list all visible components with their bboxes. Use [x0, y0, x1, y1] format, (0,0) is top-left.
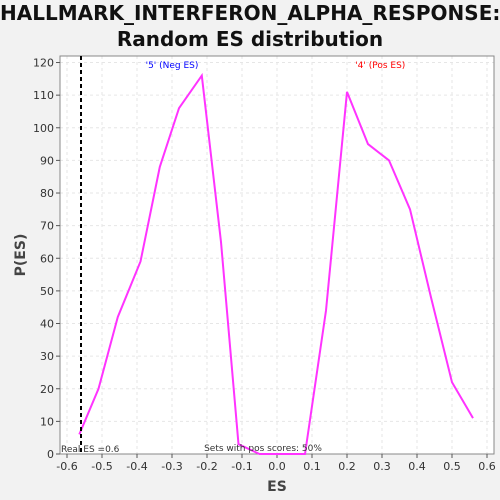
y-tick-label: 70	[40, 220, 54, 233]
x-tick-label: 0.4	[408, 460, 426, 473]
pos-scores-label: Sets with pos scores: 50%	[204, 444, 322, 454]
pos-es-label: '4' (Pos ES)	[355, 61, 405, 71]
x-tick-label: 0.1	[303, 460, 321, 473]
y-axis-title: P(ES)	[13, 234, 29, 277]
chart-title-line2: Random ES distribution	[116, 27, 384, 51]
chart-title: HALLMARK_INTERFERON_ALPHA_RESPONSE: Rand…	[0, 0, 500, 52]
x-tick-label: -0.6	[56, 460, 77, 473]
x-tick-label: 0.2	[338, 460, 356, 473]
x-tick-label: -0.2	[196, 460, 217, 473]
y-tick-label: 100	[33, 122, 54, 135]
x-tick-label: 0.3	[373, 460, 391, 473]
real-es-label: Real ES =0.6	[61, 445, 120, 455]
x-tick-label: -0.5	[91, 460, 112, 473]
y-tick-label: 80	[40, 187, 54, 200]
y-tick-label: 0	[47, 448, 54, 461]
y-tick-label: 120	[33, 57, 54, 70]
chart-title-line1: HALLMARK_INTERFERON_ALPHA_RESPONSE:	[0, 1, 500, 25]
x-tick-label: 0.6	[478, 460, 496, 473]
x-tick-label: -0.4	[126, 460, 147, 473]
y-tick-label: 20	[40, 383, 54, 396]
y-tick-label: 10	[40, 415, 54, 428]
x-tick-label: -0.1	[231, 460, 252, 473]
x-tick-label: 0.5	[443, 460, 461, 473]
x-axis-title: ES	[267, 479, 287, 495]
neg-es-label: '5' (Neg ES)	[146, 61, 199, 71]
y-tick-label: 110	[33, 89, 54, 102]
y-tick-label: 90	[40, 154, 54, 167]
x-tick-label: 0.0	[268, 460, 286, 473]
es-distribution-line	[78, 72, 474, 455]
y-tick-label: 40	[40, 318, 54, 331]
x-tick-label: -0.3	[161, 460, 182, 473]
y-tick-label: 30	[40, 350, 54, 363]
y-tick-label: 50	[40, 285, 54, 298]
y-tick-label: 60	[40, 252, 54, 265]
